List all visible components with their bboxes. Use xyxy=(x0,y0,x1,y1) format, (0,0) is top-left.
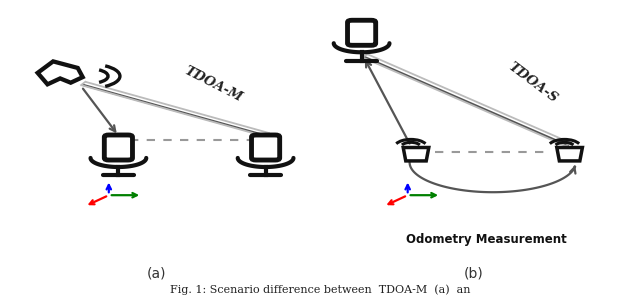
Text: TDOA-M: TDOA-M xyxy=(182,64,244,104)
Text: Fig. 1: Scenario difference between  TDOA-M  (a)  an: Fig. 1: Scenario difference between TDOA… xyxy=(170,285,470,295)
Text: (b): (b) xyxy=(464,266,483,280)
Text: Odometry Measurement: Odometry Measurement xyxy=(406,233,567,246)
Polygon shape xyxy=(557,148,582,161)
FancyBboxPatch shape xyxy=(252,135,280,160)
Text: (a): (a) xyxy=(147,266,166,280)
FancyBboxPatch shape xyxy=(348,20,376,45)
Polygon shape xyxy=(403,148,429,161)
Text: TDOA-S: TDOA-S xyxy=(506,60,560,106)
Polygon shape xyxy=(38,61,83,84)
FancyBboxPatch shape xyxy=(104,135,132,160)
